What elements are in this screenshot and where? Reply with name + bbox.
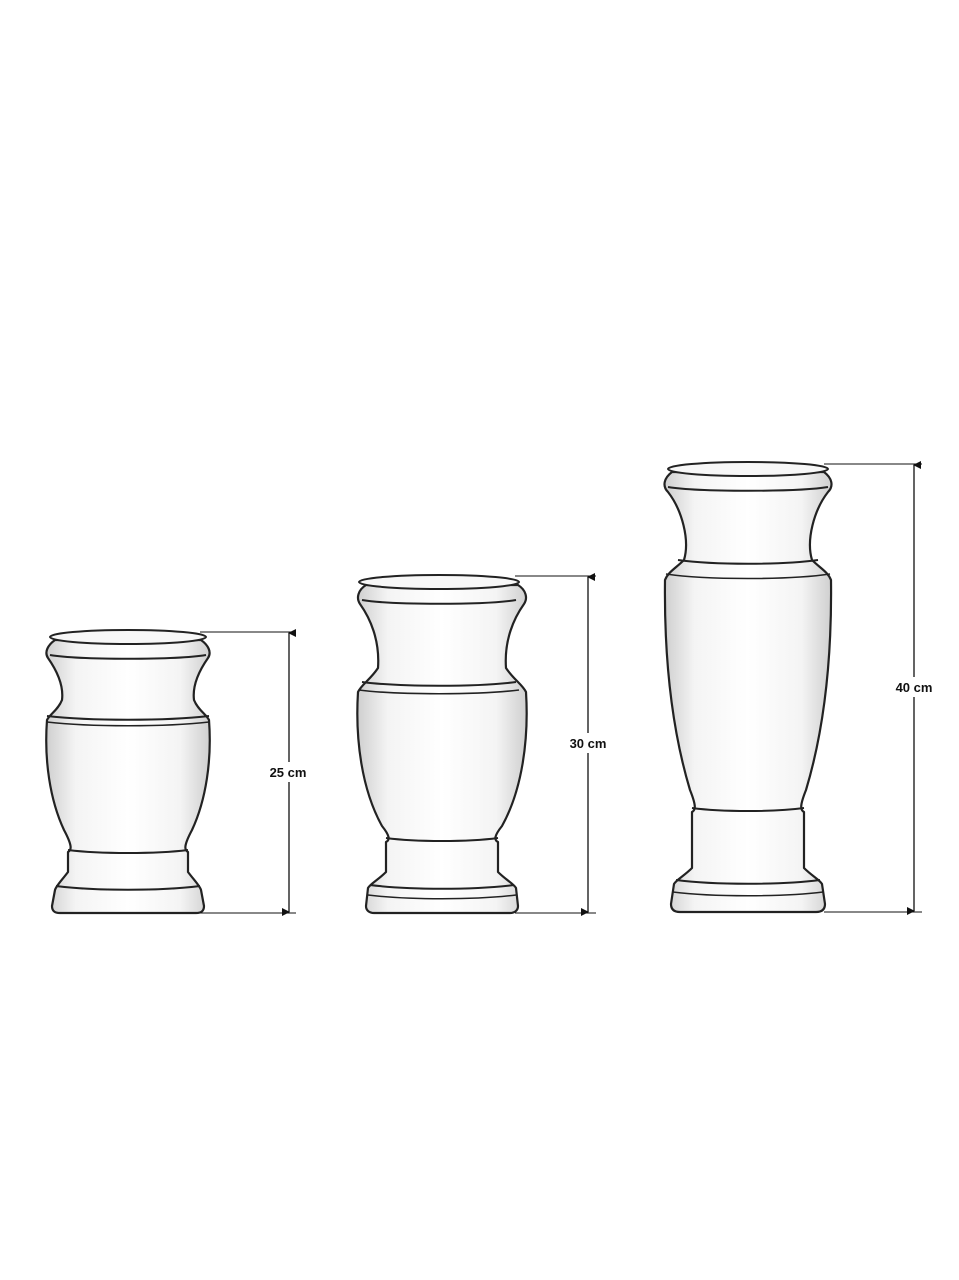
dimension-large-label-bg <box>888 677 940 697</box>
vase-medium-shoulder-ring-2 <box>358 689 520 695</box>
vase-large-foot-ring <box>691 807 805 812</box>
dimension-small-label: 25 cm <box>270 765 307 780</box>
vase-large-rim-band <box>667 486 829 492</box>
vase-small-body <box>45 638 211 915</box>
vase-medium-base-ring-2 <box>367 894 517 900</box>
vase-medium-base-ring <box>369 884 515 890</box>
vase-small-shoulder-ring-2 <box>46 721 210 727</box>
dimension-medium: 30 cm <box>515 573 614 916</box>
vase-large-shoulder-ring <box>677 559 819 565</box>
vase-medium-rim-band <box>361 599 517 605</box>
vase-medium-body <box>356 583 528 915</box>
vase-large-rim <box>667 461 829 477</box>
vase-large-body <box>663 470 833 914</box>
dimension-large-label: 40 cm <box>896 680 933 695</box>
dimension-large: 40 cm <box>824 461 940 915</box>
vase-large <box>663 461 833 914</box>
dimension-small-label-bg <box>262 762 312 782</box>
vase-medium-shoulder-ring <box>361 681 517 687</box>
vase-small-foot-ring <box>67 849 189 854</box>
vase-large-shoulder-ring-2 <box>665 573 831 580</box>
vase-medium-foot-ring <box>385 837 499 842</box>
dimension-medium-label: 30 cm <box>570 736 607 751</box>
vase-small <box>45 629 211 915</box>
vase-large-base-ring <box>675 879 821 885</box>
dimension-small: 25 cm <box>200 629 312 916</box>
vase-medium <box>356 574 528 915</box>
vase-medium-rim <box>358 574 520 590</box>
vase-small-shoulder-ring <box>46 715 210 721</box>
vase-small-base-ring <box>55 885 201 891</box>
dimension-medium-label-bg <box>562 733 614 753</box>
vase-small-rim <box>49 629 207 645</box>
vase-small-rim-band <box>49 654 207 660</box>
vase-large-base-ring-2 <box>672 891 824 897</box>
